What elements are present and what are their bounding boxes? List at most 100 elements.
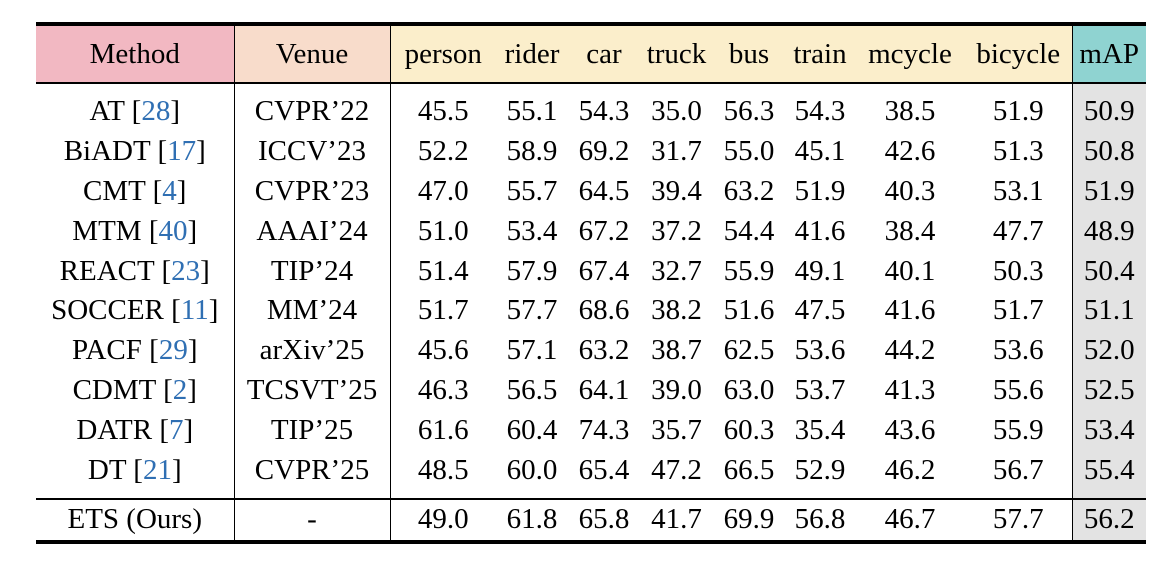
citation-link[interactable]: 17 <box>167 135 197 168</box>
value-cell: 54.3 <box>578 95 630 128</box>
value-cell: 57.7 <box>506 294 558 327</box>
spacer-cell <box>568 490 640 499</box>
venue-cell: - <box>234 498 391 542</box>
value-cell: 45.1 <box>794 135 846 168</box>
citation-link[interactable]: 21 <box>142 453 172 486</box>
citation-link[interactable]: 28 <box>141 95 171 128</box>
value-cell: 68.6 <box>578 294 630 327</box>
citation-link[interactable]: 11 <box>180 294 209 327</box>
venue-cell: MM’24 <box>234 290 391 331</box>
method-name: PACF <box>72 334 142 367</box>
value-cell: 32.7 <box>651 254 702 287</box>
spacer-row <box>36 489 1146 499</box>
value-cell: 57.7 <box>992 503 1044 536</box>
method-cell: MTM [40] <box>36 211 235 252</box>
value-cell: 46.7 <box>884 503 936 536</box>
value-cell: 65.8 <box>578 503 630 536</box>
value-cell: 66.5 <box>723 453 775 486</box>
value-cell: 53.1 <box>992 174 1044 207</box>
value-cell: 40.3 <box>884 174 936 207</box>
method-cell: DT [21] <box>36 450 235 490</box>
value-cell: 43.6 <box>884 413 936 446</box>
value-cell: 63.2 <box>578 334 630 367</box>
value-cell: 42.6 <box>884 135 936 168</box>
venue-cell: ICCV’23 <box>234 131 391 172</box>
value-cell: 35.4 <box>794 413 846 446</box>
venue-cell: TIP’24 <box>234 251 391 291</box>
value-cell: 53.7 <box>794 373 846 406</box>
value-cell: 53.6 <box>992 334 1044 367</box>
value-cell: 63.2 <box>723 174 775 207</box>
value-cell: 41.6 <box>884 294 936 327</box>
results-table: Method Venue person rider car truck bus … <box>36 22 1146 544</box>
value-cell: 51.9 <box>794 174 846 207</box>
venue-cell: CVPR’23 <box>234 171 391 212</box>
method-name: REACT <box>59 254 155 287</box>
value-cell: 60.4 <box>506 413 558 446</box>
table-body: AT [28] CVPR’22 45.5 55.1 54.3 35.0 56.3 54.3 38… <box>36 83 1146 542</box>
table-row: BiADT [17] ICCV’23 52.2 58.9 69.2 31.7 55.0 45.… <box>36 131 1146 172</box>
method-name: CDMT <box>72 373 156 406</box>
spacer-cell <box>36 489 235 499</box>
header-person: person <box>390 24 496 83</box>
map-cell: 56.2 <box>1071 498 1146 542</box>
citation-link[interactable]: 4 <box>162 174 177 207</box>
value-cell: 47.2 <box>651 453 702 486</box>
value-cell: 41.7 <box>651 503 702 536</box>
citation-link[interactable]: 23 <box>171 254 201 287</box>
value-cell: 38.4 <box>884 214 936 247</box>
value-cell: 55.1 <box>506 95 558 128</box>
header-rider: rider <box>496 24 568 83</box>
spacer-cell <box>855 83 965 92</box>
value-cell: 49.0 <box>417 503 469 536</box>
value-cell: 55.6 <box>992 373 1044 406</box>
value-cell: 60.0 <box>506 453 558 486</box>
value-cell: 69.9 <box>723 503 775 536</box>
spacer-cell <box>785 490 855 499</box>
header-mcycle: mcycle <box>855 24 965 83</box>
method-cell: CDMT [2] <box>36 370 235 411</box>
value-cell: 54.4 <box>723 214 775 247</box>
method-name: BiADT <box>63 135 151 168</box>
method-cell: AT [28] <box>36 92 235 132</box>
value-cell: 52.9 <box>794 453 846 486</box>
value-cell: 51.7 <box>417 294 469 327</box>
value-cell: 51.3 <box>992 135 1044 168</box>
spacer-cell <box>1071 489 1146 499</box>
table-row: CDMT [2] TCSVT’25 46.3 56.5 64.1 39.0 63.0 53.7… <box>36 370 1146 411</box>
value-cell: 58.9 <box>506 135 558 168</box>
citation-link[interactable]: 2 <box>172 373 188 406</box>
spacer-cell <box>713 490 785 499</box>
citation-link[interactable]: 29 <box>158 334 188 367</box>
venue-cell: TCSVT’25 <box>234 370 391 411</box>
value-cell: 48.5 <box>417 453 469 486</box>
spacer-cell <box>640 83 713 92</box>
citation-link[interactable]: 40 <box>158 214 188 247</box>
citation-link[interactable]: 7 <box>168 413 184 446</box>
value-cell: 39.0 <box>651 373 702 406</box>
method-name: SOCCER <box>51 294 164 327</box>
table-row: DATR [7] TIP’25 61.6 60.4 74.3 35.7 60.3 35.4 43… <box>36 410 1146 451</box>
spacer-cell <box>390 83 496 92</box>
method-cell: ETS (Ours) <box>36 498 235 542</box>
value-cell: 55.7 <box>506 174 558 207</box>
value-cell: 38.7 <box>651 334 702 367</box>
value-cell: 57.1 <box>506 334 558 367</box>
spacer-cell <box>234 83 391 92</box>
value-cell: 40.1 <box>884 254 936 287</box>
method-cell: BiADT [17] <box>36 131 235 172</box>
value-cell: 61.6 <box>417 413 469 446</box>
table-row: PACF [29] arXiv’25 45.6 57.1 63.2 38.7 62.5 53.… <box>36 330 1146 371</box>
method-name: AT <box>89 95 125 128</box>
value-cell: 60.3 <box>723 413 775 446</box>
spacer-cell <box>640 490 713 499</box>
value-cell: 56.7 <box>992 453 1044 486</box>
map-cell: 50.4 <box>1071 251 1146 291</box>
map-cell: 48.9 <box>1071 211 1146 252</box>
method-name: ETS (Ours) <box>67 503 202 536</box>
value-cell: 46.2 <box>884 453 936 486</box>
table-row: AT [28] CVPR’22 45.5 55.1 54.3 35.0 56.3 54.3 38… <box>36 92 1146 132</box>
method-name: DATR <box>76 413 153 446</box>
value-cell: 64.1 <box>578 373 630 406</box>
value-cell: 45.6 <box>417 334 469 367</box>
